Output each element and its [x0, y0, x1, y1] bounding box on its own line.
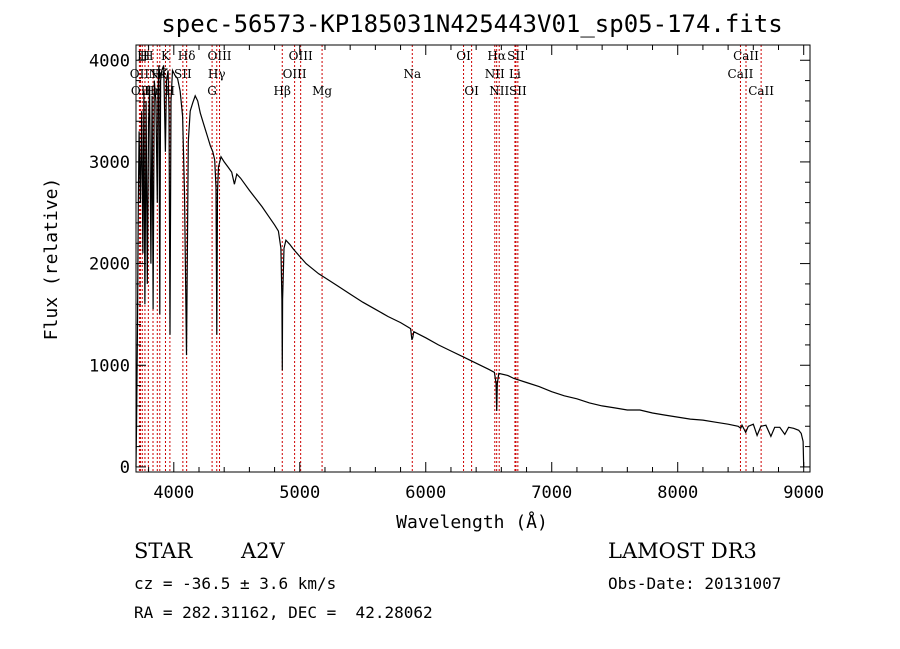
line-marker-label-10: SII	[174, 67, 192, 81]
line-marker-label-23: Hα	[487, 49, 506, 63]
observation-date: Obs-Date: 20131007	[608, 574, 782, 593]
line-marker-label-25: Li	[509, 67, 521, 81]
line-marker-label-30: CaII	[748, 84, 774, 98]
line-marker-label-17: OIII	[289, 49, 313, 63]
survey-name: LAMOST DR3	[608, 539, 757, 563]
line-marker-label-27: SII	[509, 84, 527, 98]
y-tick-label-0: 0	[120, 458, 130, 478]
line-marker-label-13: Hγ	[208, 67, 226, 81]
line-marker-label-22: NII	[485, 67, 505, 81]
line-marker-label-29: CaII	[733, 49, 759, 63]
line-marker-label-12: G	[207, 84, 217, 98]
line-marker-label-4: H	[143, 49, 153, 63]
line-marker-label-28: CaII	[728, 67, 754, 81]
emission-line-labels: OIIOIIHHHHηNeHζKHSIIHδGHγOIIIHβOIIIOIIIM…	[130, 49, 775, 98]
line-marker-label-16: OIII	[283, 67, 307, 81]
x-tick-label-5: 9000	[783, 483, 824, 503]
y-tick-label-3: 3000	[89, 153, 130, 173]
line-marker-label-0: OII	[130, 67, 150, 81]
line-marker-label-26: SII	[507, 49, 525, 63]
x-axis-ticks: 4000 5000 6000 7000 8000 9000	[148, 45, 824, 503]
x-tick-label-4: 8000	[657, 483, 698, 503]
chart-title: spec-56573-KP185031N425443V01_sp05-174.f…	[161, 10, 782, 38]
object-subclass: A2V	[241, 539, 285, 563]
y-axis-label: Flux (relative)	[41, 178, 62, 341]
object-class: STAR	[134, 539, 193, 563]
plot-frame	[135, 44, 811, 473]
line-marker-label-2: H	[137, 49, 147, 63]
line-marker-label-20: OI	[456, 49, 471, 63]
y-tick-label-2: 2000	[89, 255, 130, 275]
line-marker-label-24: NII	[489, 84, 509, 98]
line-marker-label-11: Hδ	[178, 49, 196, 63]
coordinates: RA = 282.31162, DEC = 42.28062	[134, 603, 433, 622]
line-marker-label-8: K	[161, 49, 171, 63]
line-marker-label-21: OI	[464, 84, 479, 98]
line-marker-label-9: H	[165, 84, 175, 98]
x-axis-label: Wavelength (Å)	[396, 511, 548, 533]
redshift-value: cz = -36.5 ± 3.6 km/s	[134, 574, 337, 593]
x-tick-label-0: 4000	[153, 483, 194, 503]
line-marker-label-19: Na	[403, 67, 421, 81]
spectrum-line	[135, 65, 805, 467]
x-tick-label-2: 6000	[405, 483, 446, 503]
y-tick-label-1: 1000	[89, 356, 130, 376]
line-marker-label-15: Hβ	[274, 84, 291, 98]
line-marker-label-18: Mg	[312, 84, 332, 98]
line-marker-label-14: OIII	[207, 49, 231, 63]
x-tick-label-3: 7000	[531, 483, 572, 503]
y-axis-ticks: 0 1000 2000 3000 4000	[89, 51, 810, 478]
x-tick-label-1: 5000	[279, 483, 320, 503]
emission-line-markers	[138, 45, 762, 472]
y-tick-label-4: 4000	[89, 51, 130, 71]
line-marker-label-3: H	[140, 49, 150, 63]
